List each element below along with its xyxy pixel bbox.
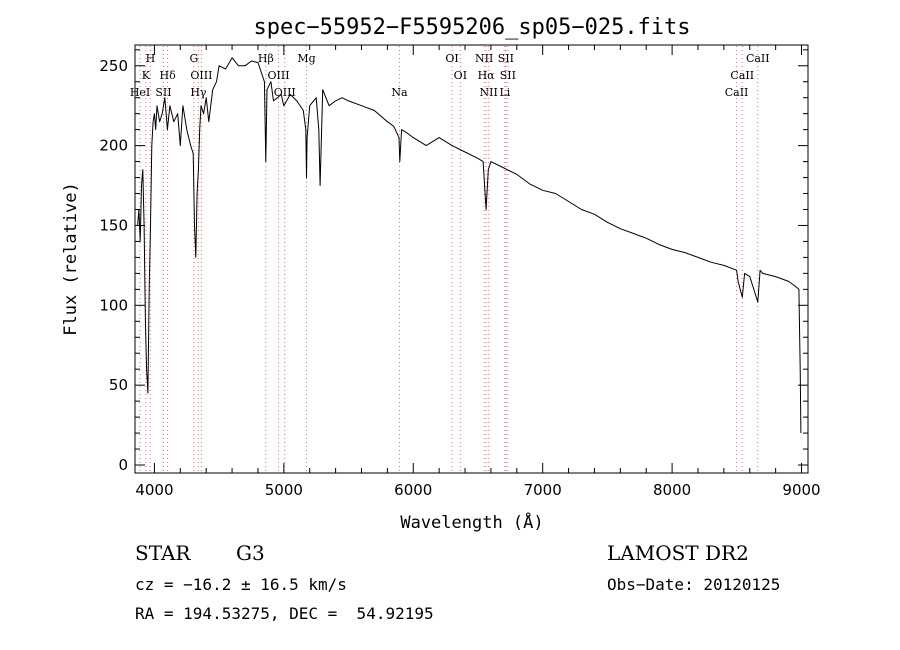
spectral-line-label: OI xyxy=(445,52,458,65)
obs-date: Obs−Date: 20120125 xyxy=(607,575,781,594)
spectral-line-label: HeI xyxy=(130,86,150,99)
y-tick-label: 50 xyxy=(109,376,128,394)
spectral-line-label: CaII xyxy=(730,69,754,82)
y-tick-label: 200 xyxy=(99,137,128,155)
x-tick-label: 7000 xyxy=(524,481,562,499)
chart-title: spec−55952−F5595206_sp05−025.fits xyxy=(253,15,690,40)
x-tick-label: 9000 xyxy=(782,481,820,499)
survey-name: LAMOST DR2 xyxy=(607,541,749,565)
spectral-line-label: OIII xyxy=(274,86,296,99)
spectral-line-label: Li xyxy=(499,86,510,99)
x-axis-label: Wavelength (Å) xyxy=(400,511,543,533)
y-tick-label: 100 xyxy=(99,296,128,314)
coordinates: RA = 194.53275, DEC = 54.92195 xyxy=(135,604,434,623)
spectral-line-label: CaII xyxy=(725,86,749,99)
redshift-readout: cz = −16.2 ± 16.5 km/s xyxy=(135,575,347,594)
spectral-line-label: SII xyxy=(155,86,171,99)
spectral-line-label: SII xyxy=(498,52,514,65)
x-tick-label: 8000 xyxy=(653,481,691,499)
x-tick-label: 6000 xyxy=(394,481,432,499)
spectral-line-label: Hα xyxy=(478,69,496,82)
flux-series-line xyxy=(137,57,802,434)
spectral-line-label: NII xyxy=(475,52,493,65)
spectral-line-label: Hδ xyxy=(160,69,177,82)
spectral-line-label: SII xyxy=(500,69,516,82)
spectral-line-label: Na xyxy=(391,86,408,99)
y-axis-label: Flux (relative) xyxy=(61,182,81,336)
y-tick-label: 250 xyxy=(99,57,128,75)
object-subclass: G3 xyxy=(236,541,265,565)
spectral-line-label: G xyxy=(189,52,198,65)
spectral-line-label: Hβ xyxy=(258,52,274,65)
spectral-line-label: Mg xyxy=(297,52,315,65)
y-tick-label: 0 xyxy=(118,456,128,474)
y-tick-label: 150 xyxy=(99,216,128,234)
spectral-line-label: OIII xyxy=(190,69,212,82)
x-tick-label: 5000 xyxy=(265,481,303,499)
spectral-line-label: H xyxy=(146,52,156,65)
spectral-line-label: NII xyxy=(480,86,498,99)
spectral-line-label: OI xyxy=(454,69,467,82)
object-class: STAR xyxy=(135,541,191,565)
spectral-line-label: OIII xyxy=(267,69,289,82)
x-tick-label: 4000 xyxy=(135,481,173,499)
plot-frame xyxy=(134,44,809,474)
spectral-line-label: K xyxy=(142,69,151,82)
spectral-line-label: CaII xyxy=(746,52,770,65)
spectral-line-label: Hγ xyxy=(190,86,207,99)
